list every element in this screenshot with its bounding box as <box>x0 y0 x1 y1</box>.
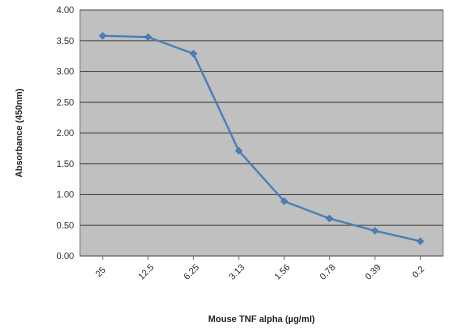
gridlines <box>80 9 443 257</box>
y-axis-title: Absorbance (450nm) <box>14 88 24 177</box>
y-tick-label: 3.00 <box>56 67 74 77</box>
y-tick-label: 3.50 <box>56 36 74 46</box>
y-tick-label: 0.50 <box>56 220 74 230</box>
x-axis-title: Mouse TNF alpha (µg/ml) <box>208 314 315 324</box>
data-point <box>325 214 334 223</box>
y-tick-label: 0.00 <box>56 251 74 261</box>
data-point <box>416 237 425 246</box>
data-point <box>189 49 198 58</box>
x-tick-label: 3.13 <box>227 262 246 281</box>
x-axis-ticks: 25 12.5 6.25 3.13 1.56 0.78 0.39 0.2 <box>93 256 426 282</box>
x-tick-label: 12.5 <box>136 262 155 281</box>
x-tick-label: 1.56 <box>272 262 291 281</box>
data-point <box>98 31 107 40</box>
series-line <box>102 34 421 243</box>
y-tick-label: 1.50 <box>56 159 74 169</box>
x-tick-label: 25 <box>93 265 107 279</box>
data-point <box>144 33 152 41</box>
y-tick-label: 2.00 <box>56 128 74 138</box>
y-tick-label: 1.00 <box>56 190 74 200</box>
y-tick-label: 4.00 <box>56 5 74 15</box>
data-points <box>98 31 425 246</box>
y-axis-ticks: 0.00 0.50 1.00 1.50 2.00 2.50 3.00 3.50 4.00 <box>56 5 74 261</box>
x-tick-label: 6.25 <box>182 262 201 281</box>
x-tick-label: 0.39 <box>363 262 382 281</box>
data-point <box>234 146 243 155</box>
x-tick-label: 0.2 <box>410 264 426 280</box>
y-tick-label: 2.50 <box>56 97 74 107</box>
data-point <box>280 197 289 206</box>
data-point <box>371 226 379 235</box>
x-tick-label: 0.78 <box>318 262 337 281</box>
